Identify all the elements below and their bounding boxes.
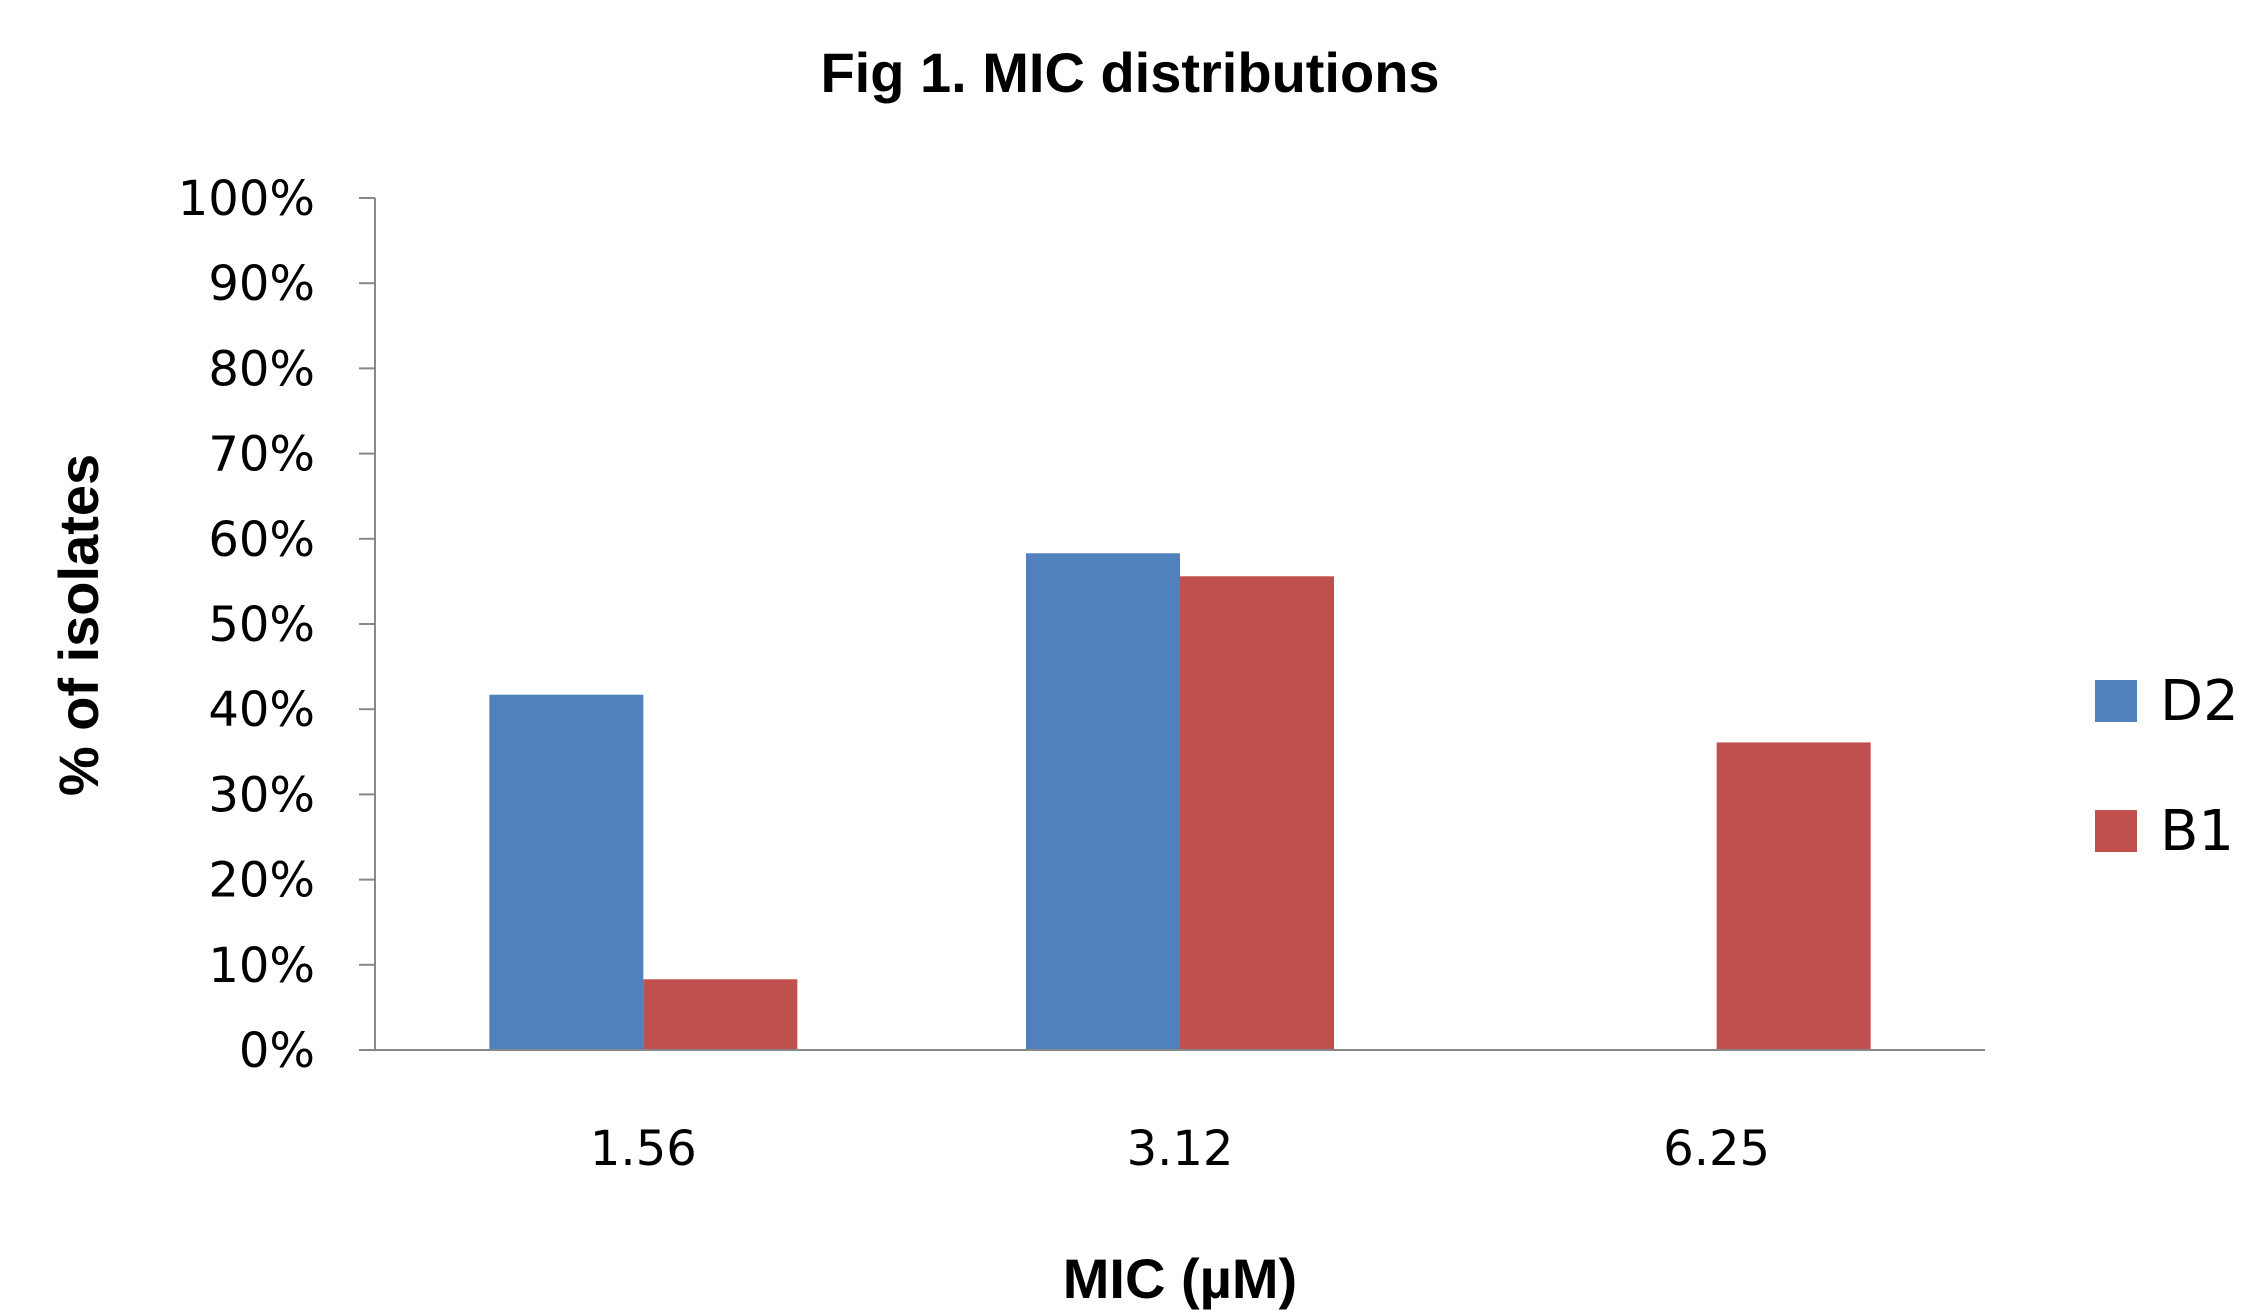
- y-tick-label: 90%: [208, 256, 315, 312]
- y-tick-label: 50%: [208, 597, 315, 653]
- x-tick-label: 1.56: [590, 1121, 697, 1177]
- legend: D2 B1: [2095, 669, 2239, 864]
- y-tick-label: 30%: [208, 767, 315, 823]
- x-axis-title: MIC (µM): [1063, 1247, 1297, 1310]
- y-tick-label: 80%: [208, 341, 315, 397]
- y-tick-label: 70%: [208, 427, 315, 483]
- x-axis: 1.56 3.12 6.25: [375, 1049, 1985, 1177]
- y-axis: 0% 10% 20% 30% 40% 50% 60% 70% 80% 90% 100%: [178, 171, 376, 1079]
- y-tick-label: 0%: [239, 1023, 315, 1079]
- x-tick-label: 6.25: [1663, 1121, 1770, 1177]
- chart-title: Fig 1. MIC distributions: [820, 41, 1439, 104]
- x-tick-label: 3.12: [1127, 1121, 1234, 1177]
- y-tick-label: 40%: [208, 682, 315, 738]
- legend-label-d2: D2: [2160, 669, 2239, 734]
- bar-d2-3-12: [1026, 553, 1180, 1050]
- y-axis-title: % of isolates: [47, 454, 110, 796]
- legend-swatch-b1: [2095, 810, 2137, 852]
- y-tick-label: 10%: [208, 938, 315, 994]
- bar-b1-3-12: [1180, 576, 1334, 1050]
- bar-b1-1-56: [643, 979, 798, 1050]
- y-tick-label: 20%: [208, 853, 315, 909]
- y-tick-label: 100%: [178, 171, 315, 227]
- bar-b1-6-25: [1716, 742, 1871, 1050]
- bar-d2-1-56: [489, 694, 644, 1050]
- y-tick-label: 60%: [208, 512, 315, 568]
- legend-swatch-d2: [2095, 680, 2137, 722]
- legend-label-b1: B1: [2160, 799, 2234, 864]
- bars: [489, 553, 1871, 1050]
